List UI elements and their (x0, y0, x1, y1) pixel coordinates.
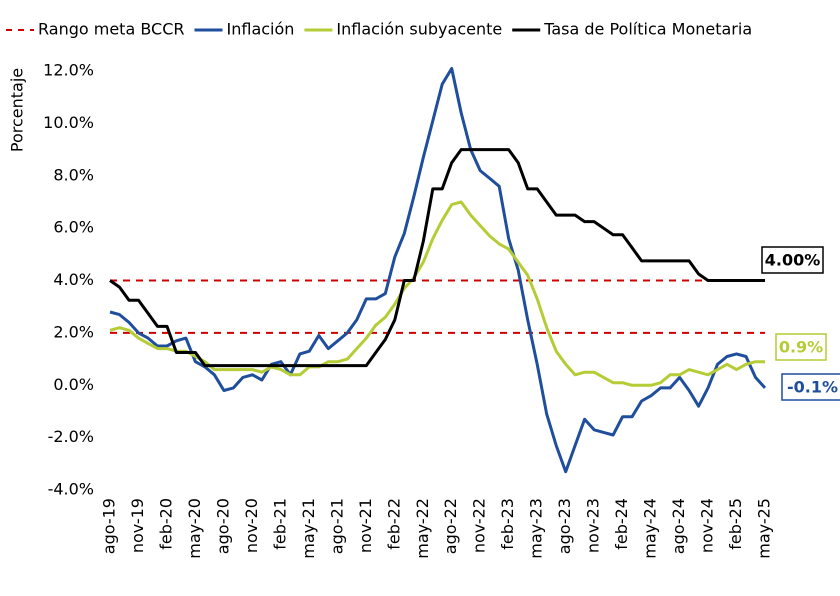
x-tick-label: may-21 (299, 498, 318, 559)
y-tick-label: -4.0% (48, 480, 94, 499)
end-label: 0.9% (775, 333, 827, 361)
x-tick-label: feb-20 (156, 498, 175, 550)
y-tick-label: 6.0% (53, 218, 94, 237)
series-line (109, 67, 767, 474)
x-tick-label: ago-21 (327, 498, 346, 554)
x-tick-label: ago-20 (213, 498, 232, 554)
end-label: -0.1% (781, 373, 840, 401)
end-label-box (775, 333, 827, 361)
y-tick-label: 12.0% (43, 61, 94, 80)
x-tick-label: may-25 (755, 498, 774, 559)
y-tick-label: 8.0% (53, 165, 94, 184)
x-tick-label: ago-24 (669, 498, 688, 554)
legend-label: Inflación subyacente (336, 20, 502, 39)
series-line (109, 148, 765, 368)
end-label-box (781, 373, 840, 401)
x-tick-label: nov-22 (470, 498, 489, 553)
legend-label: Rango meta BCCR (38, 20, 185, 39)
x-tick-label: feb-25 (726, 498, 745, 550)
x-tick-label: feb-22 (384, 498, 403, 550)
end-label-text: -0.1% (787, 378, 838, 397)
y-tick-label: -2.0% (48, 427, 94, 446)
x-tick-label: ago-23 (555, 498, 574, 554)
x-tick-label: feb-21 (270, 498, 289, 550)
y-tick-label: 2.0% (53, 322, 94, 341)
y-tick-label: 0.0% (53, 375, 94, 394)
x-tick-label: nov-19 (128, 498, 147, 553)
end-label-text: 4.00% (765, 251, 821, 270)
x-tick-label: may-22 (413, 498, 432, 559)
x-tick-label: nov-20 (242, 498, 261, 553)
legend-label: Tasa de Política Monetaria (543, 20, 752, 39)
x-tick-label: nov-23 (584, 498, 603, 553)
series-line (109, 200, 765, 387)
y-tick-label: 10.0% (43, 113, 94, 132)
x-tick-label: nov-24 (698, 498, 717, 553)
end-label: 4.00% (761, 246, 824, 274)
legend-label: Inflación (227, 20, 295, 39)
x-tick-label: ago-19 (100, 498, 119, 554)
x-tick-label: may-24 (641, 498, 660, 559)
x-tick-label: feb-24 (612, 498, 631, 550)
x-tick-label: may-20 (185, 498, 204, 559)
x-tick-label: may-23 (527, 498, 546, 559)
x-tick-label: feb-23 (498, 498, 517, 550)
y-axis-label: Porcentaje (8, 68, 27, 152)
y-tick-label: 4.0% (53, 270, 94, 289)
x-tick-label: ago-22 (441, 498, 460, 554)
x-tick-label: nov-21 (356, 498, 375, 553)
end-label-box (761, 246, 824, 274)
end-label-text: 0.9% (779, 338, 823, 357)
